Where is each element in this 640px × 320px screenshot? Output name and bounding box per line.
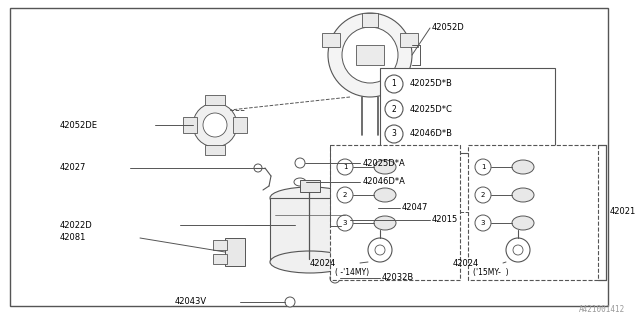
- Circle shape: [193, 103, 237, 147]
- Bar: [300, 180, 320, 192]
- Text: 42015: 42015: [432, 215, 458, 225]
- Bar: [213, 240, 227, 250]
- Text: ('15MY-  ): ('15MY- ): [473, 268, 509, 276]
- Bar: [380, 68, 555, 153]
- Text: 42047: 42047: [402, 204, 428, 212]
- Bar: [213, 254, 227, 264]
- Circle shape: [385, 75, 403, 93]
- Circle shape: [385, 125, 403, 143]
- Text: 42021: 42021: [610, 207, 636, 217]
- Text: 42024: 42024: [310, 259, 336, 268]
- Bar: [270, 198, 350, 263]
- Circle shape: [475, 215, 491, 231]
- Bar: [295, 215, 323, 247]
- Bar: [468, 145, 598, 280]
- Text: 42025D*A: 42025D*A: [363, 158, 406, 167]
- Circle shape: [328, 13, 412, 97]
- Circle shape: [342, 27, 398, 83]
- Text: 1: 1: [392, 79, 396, 89]
- Bar: [400, 33, 418, 47]
- Text: 1: 1: [481, 164, 485, 170]
- Bar: [205, 95, 225, 105]
- Circle shape: [254, 164, 262, 172]
- Text: 42046D*A: 42046D*A: [363, 178, 406, 187]
- Text: 42032B: 42032B: [382, 274, 414, 283]
- Bar: [290, 247, 328, 259]
- Text: 3: 3: [481, 220, 485, 226]
- Bar: [362, 214, 378, 222]
- Bar: [362, 205, 378, 213]
- Bar: [233, 117, 247, 133]
- Text: 42046D*B: 42046D*B: [410, 130, 453, 139]
- Bar: [183, 117, 197, 133]
- Circle shape: [475, 159, 491, 175]
- Ellipse shape: [294, 178, 306, 186]
- Circle shape: [203, 113, 227, 137]
- Bar: [356, 45, 384, 65]
- Bar: [295, 195, 323, 215]
- Bar: [330, 145, 460, 280]
- Circle shape: [285, 297, 295, 307]
- Circle shape: [385, 100, 403, 118]
- Circle shape: [337, 215, 353, 231]
- Bar: [362, 223, 378, 231]
- Ellipse shape: [374, 160, 396, 174]
- Circle shape: [506, 238, 530, 262]
- Circle shape: [475, 187, 491, 203]
- Bar: [362, 178, 378, 186]
- Circle shape: [368, 238, 392, 262]
- Ellipse shape: [374, 188, 396, 202]
- Circle shape: [375, 245, 385, 255]
- Circle shape: [337, 159, 353, 175]
- Ellipse shape: [270, 187, 350, 209]
- Bar: [323, 219, 341, 233]
- Text: 42052D: 42052D: [432, 23, 465, 33]
- Bar: [362, 13, 378, 27]
- Text: 42027: 42027: [60, 164, 86, 172]
- Text: 42081: 42081: [60, 234, 86, 243]
- Bar: [362, 187, 378, 195]
- Circle shape: [513, 245, 523, 255]
- Circle shape: [330, 273, 340, 283]
- Ellipse shape: [512, 216, 534, 230]
- Text: 42043V: 42043V: [175, 298, 207, 307]
- Ellipse shape: [374, 216, 396, 230]
- Text: 2: 2: [343, 192, 347, 198]
- Bar: [205, 145, 225, 155]
- Circle shape: [295, 158, 305, 168]
- Circle shape: [337, 187, 353, 203]
- Text: 2: 2: [392, 105, 396, 114]
- Text: 2: 2: [481, 192, 485, 198]
- Ellipse shape: [512, 188, 534, 202]
- Text: 3: 3: [392, 130, 396, 139]
- Bar: [225, 238, 245, 266]
- Text: 1: 1: [343, 164, 348, 170]
- Text: ( -'14MY): ( -'14MY): [335, 268, 369, 276]
- Ellipse shape: [512, 160, 534, 174]
- Text: 42052DE: 42052DE: [60, 121, 98, 130]
- Ellipse shape: [270, 251, 350, 273]
- Text: 42022D: 42022D: [60, 220, 93, 229]
- Text: 3: 3: [343, 220, 348, 226]
- Bar: [362, 241, 378, 249]
- Bar: [362, 232, 378, 240]
- Bar: [362, 196, 378, 204]
- Text: 42024: 42024: [453, 259, 479, 268]
- Bar: [322, 33, 340, 47]
- Text: 42025D*B: 42025D*B: [410, 79, 453, 89]
- Text: A421001412: A421001412: [579, 305, 625, 314]
- Text: 42025D*C: 42025D*C: [410, 105, 453, 114]
